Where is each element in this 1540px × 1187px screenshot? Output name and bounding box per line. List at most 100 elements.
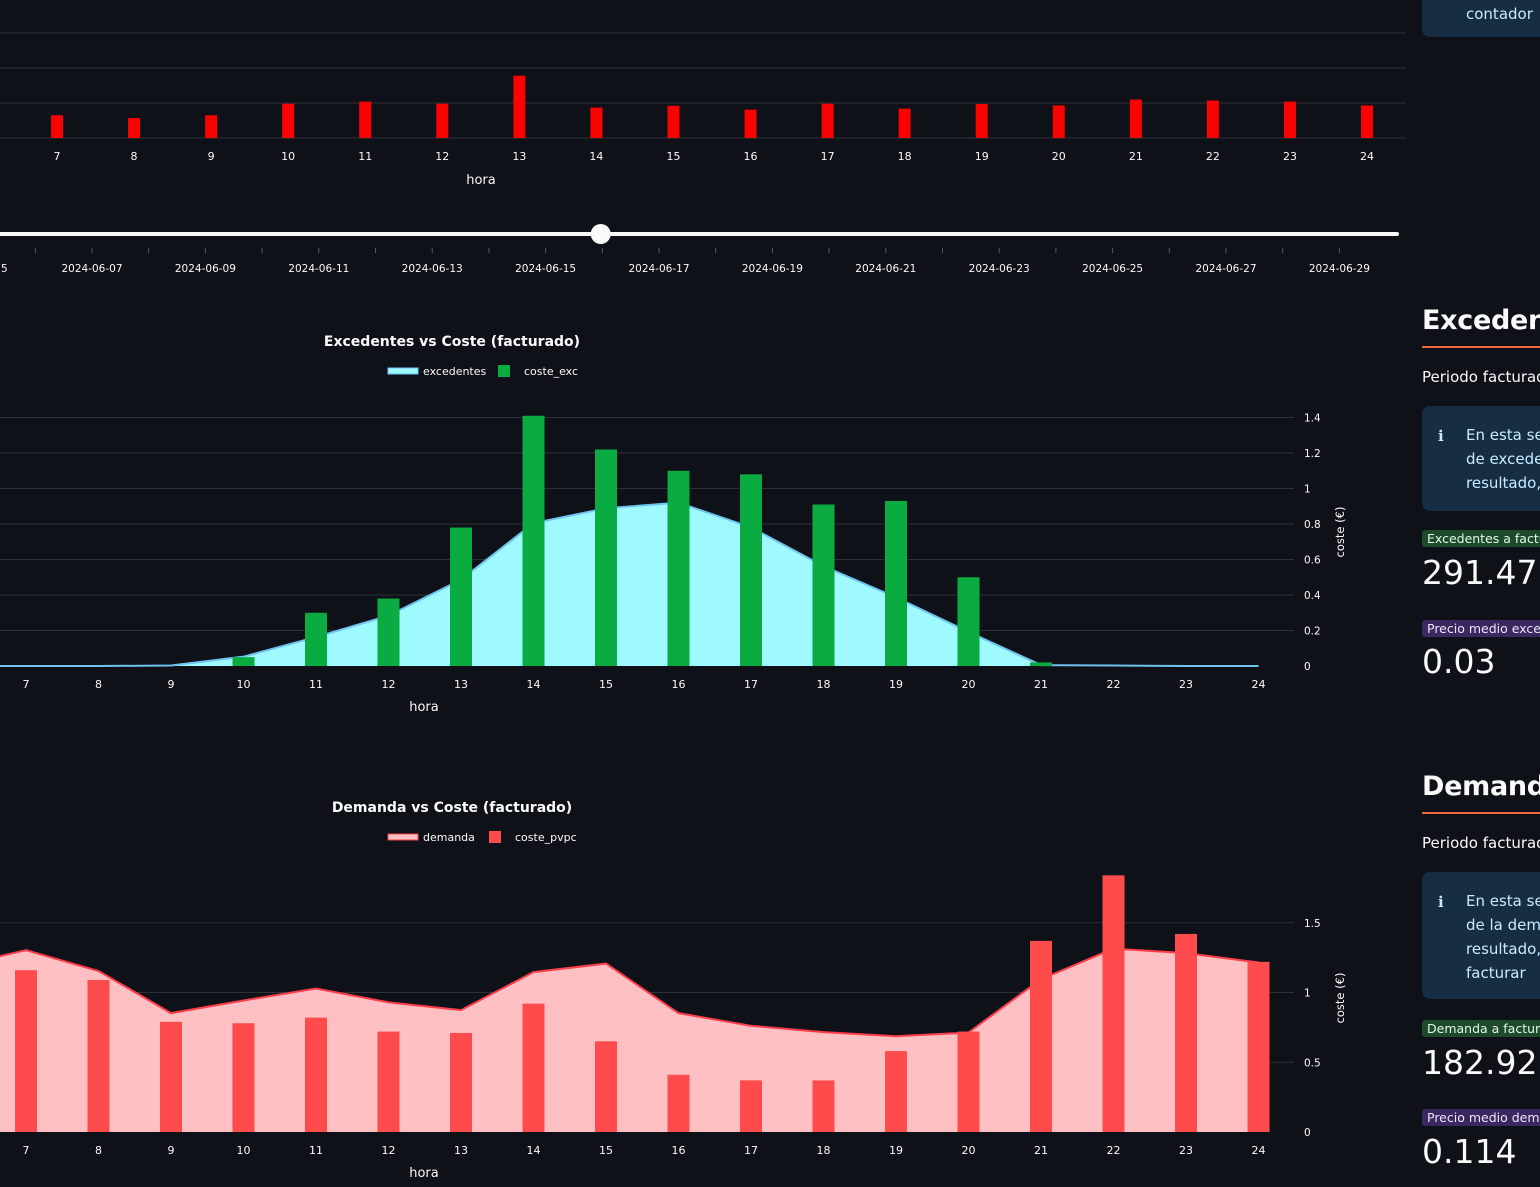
slider-tick-label: 2024-06-19 — [742, 263, 803, 275]
demanda-info-line: En esta sec — [1466, 892, 1540, 910]
bar — [450, 527, 472, 666]
bar — [821, 103, 834, 138]
excedentes-section-title: Excedentes — [1422, 305, 1540, 336]
excedentes-info-line: de excedent — [1466, 450, 1540, 468]
bar — [450, 1032, 472, 1132]
bar — [744, 109, 757, 138]
x-tick-label: 13 — [454, 678, 468, 691]
excedentes-info-box: ℹ En esta sec de excedent resultado, s — [1422, 406, 1540, 511]
demanda-info-box: ℹ En esta sec de la dema resultado, s fa… — [1422, 872, 1540, 999]
bar — [1030, 940, 1052, 1132]
demanda-divider — [1422, 812, 1540, 814]
slider-tick-label: 2024-06-07 — [61, 263, 122, 275]
x-tick-label: 9 — [168, 678, 175, 691]
bar — [667, 470, 690, 666]
bar — [87, 979, 110, 1132]
bar — [305, 612, 327, 666]
x-tick-label: 8 — [95, 678, 102, 691]
bar — [377, 1031, 400, 1132]
x-tick-label: 22 — [1107, 1144, 1121, 1157]
excedentes-divider — [1422, 346, 1540, 348]
y2-tick-label: 1.2 — [1304, 448, 1321, 460]
legend-label: coste_exc — [524, 365, 578, 378]
x-tick-label: 13 — [454, 1144, 468, 1157]
x-tick-label: 14 — [527, 1144, 541, 1157]
legend-label: excedentes — [423, 365, 487, 378]
excedentes-caption: Periodo facturado — [1422, 368, 1540, 386]
precio-medio-demanda-value: 0.114 — [1422, 1132, 1517, 1171]
bar — [359, 101, 372, 138]
legend-swatch-area — [387, 833, 419, 841]
slider-handle[interactable] — [590, 224, 611, 244]
x-tick-label: 19 — [889, 678, 903, 691]
bar — [1175, 933, 1197, 1132]
bar — [975, 104, 988, 138]
precio-medio-excedentes-value: 0.03 — [1422, 642, 1496, 681]
excedentes-info-line: En esta sec — [1466, 426, 1540, 444]
y2-tick-label: 1.5 — [1304, 918, 1321, 930]
demanda-info-line: de la dema — [1466, 916, 1540, 934]
slider-tick-label: 2024-06-11 — [288, 263, 349, 275]
x-tick-label: 17 — [744, 1144, 758, 1157]
x-tick-label: 7 — [23, 1144, 30, 1157]
bar — [667, 1074, 690, 1132]
bar — [436, 103, 449, 138]
x-tick-label: 11 — [309, 1144, 323, 1157]
bar — [377, 598, 400, 666]
x-tick-label: 24 — [1360, 150, 1374, 163]
x-tick-label: 20 — [962, 678, 976, 691]
x-tick-label: 12 — [382, 1144, 396, 1157]
bar — [128, 118, 141, 138]
x-tick-label: 19 — [889, 1144, 903, 1157]
bar — [51, 115, 63, 138]
bar — [957, 1031, 980, 1132]
x-tick-label: 10 — [237, 678, 251, 691]
bar — [522, 415, 545, 666]
bar — [305, 1017, 327, 1132]
info-icon: ℹ — [1438, 893, 1444, 911]
bar — [1247, 961, 1270, 1132]
x-tick-label: 12 — [382, 678, 396, 691]
info-box-top: contador — [1422, 0, 1540, 37]
x-tick-label: 15 — [599, 1144, 613, 1157]
x-tick-label: 11 — [309, 678, 323, 691]
demanda-metric-value: 182.92 — [1422, 1043, 1538, 1082]
bar — [1030, 662, 1052, 666]
y2-tick-label: 0.8 — [1304, 519, 1321, 531]
x-tick-label: 21 — [1034, 678, 1048, 691]
x-tick-label: 16 — [672, 1144, 686, 1157]
x-tick-label: 7 — [54, 150, 61, 163]
precio-medio-demanda-label: Precio medio demanda — [1422, 1109, 1540, 1126]
x-tick-label: 15 — [666, 150, 680, 163]
demanda-info-line: facturar — [1466, 964, 1526, 982]
bar — [812, 1080, 835, 1132]
y2-tick-label: 0.2 — [1304, 626, 1321, 638]
date-range-slider[interactable]: 5 2024-06-07 2024-06-09 2024-06-11 2024-06-1… — [0, 0, 1410, 300]
slider-tick-label: 2024-06-23 — [969, 263, 1030, 275]
x-tick-label: 24 — [1252, 678, 1266, 691]
x-tick-label: 24 — [1252, 1144, 1266, 1157]
y2-tick-label: 0 — [1304, 1127, 1311, 1139]
slider-tick-label: 2024-06-25 — [1082, 263, 1143, 275]
bar — [590, 107, 603, 138]
bar — [885, 1051, 907, 1132]
bar — [595, 1041, 617, 1132]
x-tick-label: 21 — [1034, 1144, 1048, 1157]
area-fill — [0, 948, 1259, 1132]
bar — [1052, 105, 1065, 138]
bar — [205, 115, 218, 138]
y2-tick-label: 0 — [1304, 661, 1311, 673]
bar — [1102, 875, 1125, 1132]
x-tick-label: 17 — [744, 678, 758, 691]
x-tick-label: 11 — [358, 150, 372, 163]
precio-medio-excedentes-label: Precio medio excedentes — [1422, 620, 1540, 637]
info-icon: ℹ — [1438, 427, 1444, 445]
bar — [885, 500, 907, 666]
excedentes-metric-value: 291.47 — [1422, 553, 1538, 592]
x-tick-label: 9 — [168, 1144, 175, 1157]
legend-swatch-bar — [498, 365, 510, 377]
area-fill — [0, 502, 1259, 666]
y2-axis-title: coste (€) — [1333, 507, 1347, 558]
y2-tick-label: 1 — [1304, 484, 1311, 496]
x-tick-label: 16 — [672, 678, 686, 691]
